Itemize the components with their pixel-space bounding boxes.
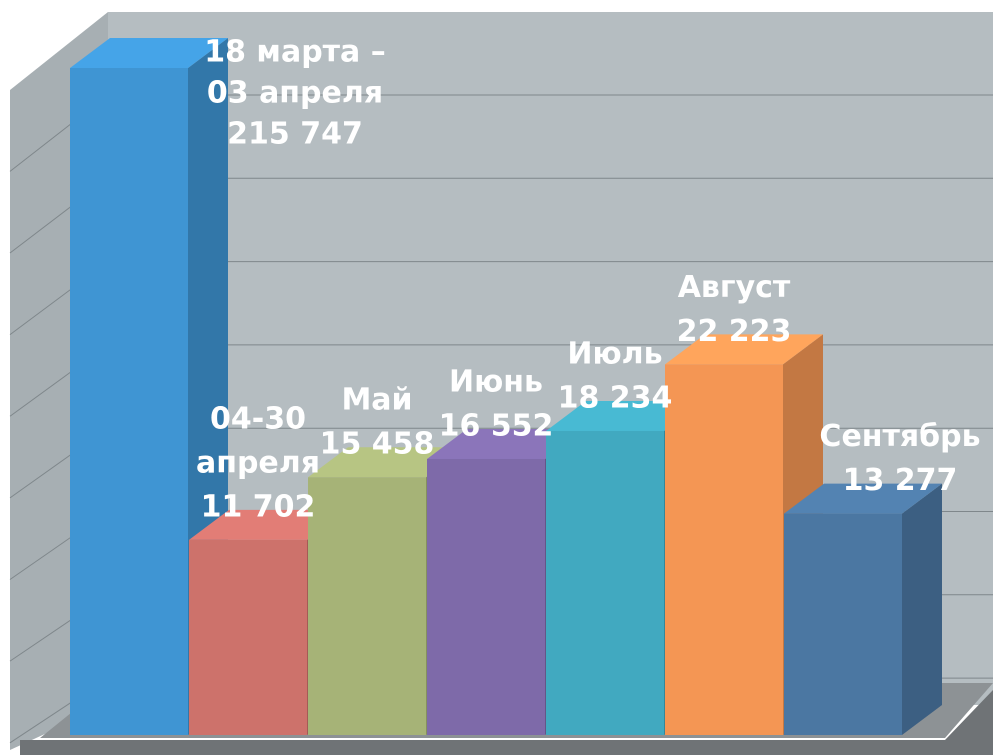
bar-top: [308, 447, 466, 478]
value-label: 18 234: [558, 380, 673, 415]
value-label: 16 552: [439, 408, 554, 443]
bar-front: [665, 364, 783, 735]
value-label: 215 747: [227, 117, 363, 152]
bar-top: [189, 509, 347, 540]
category-label: апреля: [196, 445, 320, 480]
bar-front: [784, 513, 902, 735]
bar-front: [189, 539, 307, 735]
bar-top: [665, 334, 823, 365]
bar-front: [308, 477, 426, 735]
bar-side: [902, 483, 942, 735]
bar: [784, 483, 942, 735]
bar-top: [546, 400, 704, 431]
bar-top: [427, 428, 585, 459]
value-label: 13 277: [843, 463, 958, 498]
category-label: Июль: [567, 336, 662, 371]
value-label: 15 458: [320, 427, 435, 462]
bar-front: [427, 458, 545, 735]
category-label: Август: [678, 270, 791, 305]
bar-front: [70, 68, 188, 735]
bar-top: [784, 483, 942, 514]
category-label: Май: [341, 383, 412, 418]
bars: [70, 38, 942, 735]
category-label: Июнь: [449, 364, 543, 399]
category-label: Сентябрь: [819, 419, 980, 454]
value-label: 11 702: [201, 489, 316, 524]
bar-front: [546, 430, 664, 735]
category-label: 04-30: [210, 401, 306, 436]
floor-edge: [20, 690, 993, 755]
category-label: 03 апреля: [207, 76, 383, 111]
category-label: 18 марта –: [204, 35, 386, 70]
labels: 215 747 18 марта – 03 апреля 11 702 04-30 апр…: [196, 35, 981, 525]
value-label: 22 223: [677, 314, 792, 349]
bar-top: [70, 38, 228, 68]
